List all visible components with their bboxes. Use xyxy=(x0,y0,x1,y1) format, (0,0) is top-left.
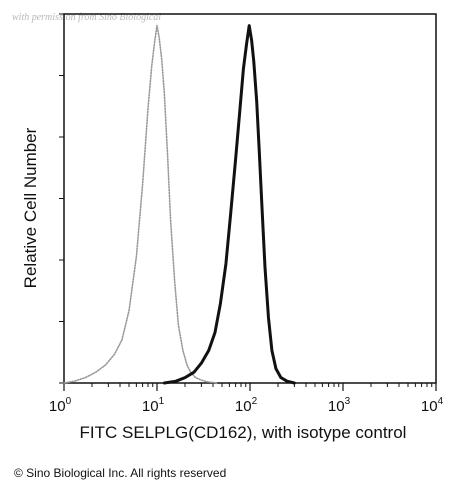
copyright-text: © Sino Biological Inc. All rights reserv… xyxy=(14,466,227,480)
y-axis-label: Relative Cell Number xyxy=(21,127,40,288)
isotype-control-series xyxy=(63,24,219,384)
selplg-series xyxy=(162,24,296,385)
x-tick-label: 102 xyxy=(235,396,258,415)
x-tick-label: 104 xyxy=(421,396,444,415)
x-axis-ticks xyxy=(63,383,437,391)
x-tick-label: 103 xyxy=(328,396,351,415)
plot-border xyxy=(63,13,437,384)
watermark-text: with permission from Sino Biological xyxy=(12,12,161,23)
x-axis-label: FITC SELPLG(CD162), with isotype control xyxy=(80,423,407,442)
plot-frame xyxy=(63,13,437,384)
x-tick-label: 101 xyxy=(142,396,165,415)
x-tick-label: 100 xyxy=(49,396,72,415)
series-layer xyxy=(63,24,296,385)
x-axis-tick-labels: 100 101 102 103 104 xyxy=(49,396,444,415)
y-axis-ticks xyxy=(59,13,64,384)
